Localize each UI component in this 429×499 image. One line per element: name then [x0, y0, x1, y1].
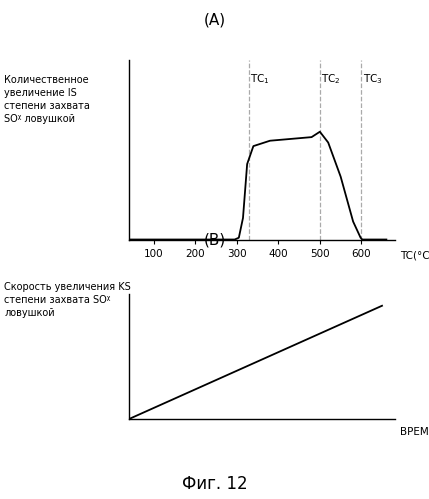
- Text: TC$_1$: TC$_1$: [251, 72, 270, 86]
- Text: Фиг. 12: Фиг. 12: [182, 475, 247, 493]
- Text: (A): (A): [203, 12, 226, 27]
- Text: TC(°C): TC(°C): [400, 250, 429, 260]
- Text: ВРЕМЯ: ВРЕМЯ: [400, 427, 429, 437]
- Text: Количественное
увеличение IS
степени захвата
SOᵡ ловушкой: Количественное увеличение IS степени зах…: [4, 75, 90, 124]
- Text: TC$_3$: TC$_3$: [363, 72, 383, 86]
- Text: TC$_2$: TC$_2$: [321, 72, 341, 86]
- Text: Скорость увеличения KS
степени захвата SOᵡ
ловушкой: Скорость увеличения KS степени захвата S…: [4, 282, 131, 318]
- Text: (B): (B): [203, 232, 226, 247]
